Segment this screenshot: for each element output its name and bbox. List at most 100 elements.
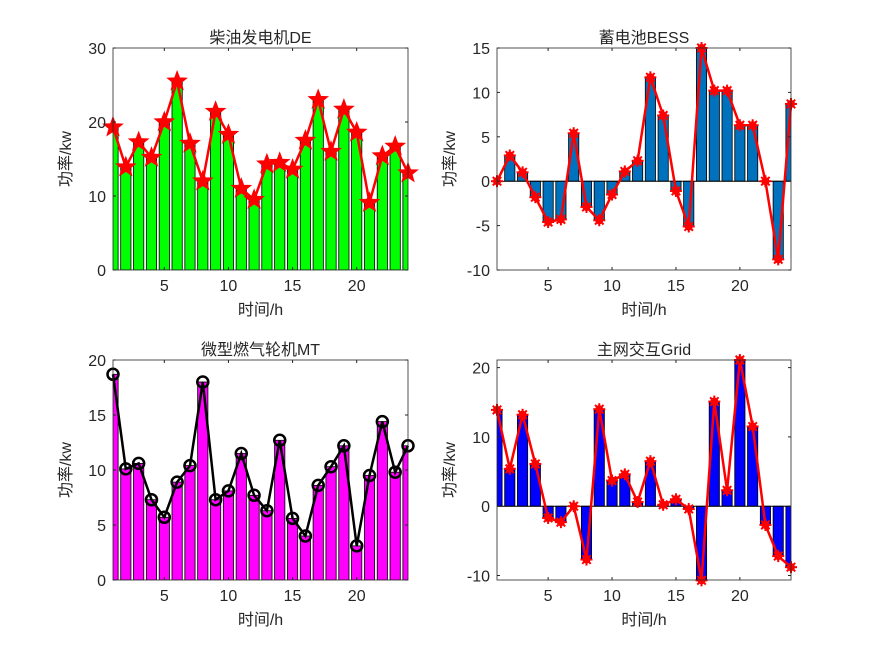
circle-marker [349,539,364,553]
circle-marker [375,414,390,429]
circle-marker [144,492,159,507]
bar [734,124,746,182]
asterisk-marker [529,191,542,204]
asterisk-stroke [773,551,784,562]
asterisk-marker [542,216,555,229]
x-axis-label: 时间/h [621,301,666,319]
x-tick-label: 15 [284,278,302,295]
star-marker [191,169,214,191]
asterisk-stroke [517,167,528,178]
asterisk-marker [682,502,695,515]
asterisk-marker [580,200,593,213]
asterisk-stroke [658,110,669,121]
x-axis-label: 时间/h [621,611,666,629]
bar [184,465,196,580]
bar [248,494,260,580]
x-tick-label: 5 [544,278,553,295]
asterisk-marker [606,188,619,201]
asterisk-marker [746,420,759,433]
bar [158,516,170,580]
bar [171,80,183,270]
bar [363,202,376,270]
asterisk-marker [772,253,785,266]
y-tick-label: 10 [88,189,106,206]
circle-marker [337,439,351,453]
asterisk-stroke [555,214,566,225]
bar [248,199,260,270]
asterisk-stroke [760,519,771,530]
asterisk-stroke [671,494,681,505]
x-tick-label: 15 [667,588,685,605]
bar [785,505,791,568]
y-tick-label: 20 [88,115,106,132]
bar [261,163,273,270]
asterisk-marker [554,516,567,529]
asterisk-marker [631,496,644,509]
y-tick-label: 30 [88,41,106,58]
asterisk-marker [644,455,657,468]
asterisk-stroke [568,501,579,512]
star-marker [230,177,253,198]
star-marker [166,69,188,91]
circle-marker [247,488,261,503]
bar [287,518,299,580]
asterisk-stroke [594,215,605,226]
asterisk-marker [721,84,734,97]
circle-marker [157,510,172,525]
series-line [495,47,793,260]
asterisk-marker [721,484,734,497]
asterisk-stroke [530,458,541,469]
asterisk-marker [529,457,542,470]
asterisk-marker [618,468,631,481]
asterisk-marker [593,214,606,227]
asterisk-stroke [683,504,694,514]
star-marker [333,97,355,119]
asterisk-stroke [658,499,669,510]
asterisk-stroke [607,475,617,486]
x-tick-label: 20 [348,588,366,605]
asterisk-marker [606,474,619,487]
star-marker [320,140,342,161]
asterisk-stroke [709,396,720,407]
y-tick-label: 10 [472,430,490,447]
bar [389,146,401,270]
bar [529,463,541,507]
x-tick-label: 15 [284,588,302,605]
subplot-title: 主网交互Grid [597,341,691,359]
axes-box [112,359,409,581]
y-tick-label: -10 [467,568,490,585]
bar [708,90,720,182]
asterisk-stroke [607,189,617,200]
asterisk-marker [503,149,516,162]
asterisk-marker [580,553,593,566]
circle-marker [183,458,197,473]
subplot-title: 微型燃气轮机MT [201,341,320,359]
x-tick-label: 20 [731,278,749,295]
y-tick-label: 0 [481,499,490,516]
x-axis-label: 时间/h [238,611,283,629]
bar [402,172,408,270]
asterisk-stroke [734,120,745,131]
bar [402,445,408,580]
star-marker [217,123,240,144]
circle-marker [260,503,274,518]
circle-marker [221,484,236,498]
asterisk-stroke [722,85,733,96]
asterisk-marker [516,408,529,421]
axes-box [496,47,792,271]
y-axis-label: 功率/kw [441,442,459,498]
y-tick-label: 15 [472,41,490,58]
y-tick-label: 0 [97,263,106,280]
circle-marker [234,446,249,461]
y-tick-label: 10 [88,463,106,480]
asterisk-stroke [747,421,758,432]
bar [299,140,311,270]
circle-marker [311,478,325,493]
asterisk-stroke [543,217,554,227]
x-tick-label: 5 [160,588,169,605]
asterisk-marker [669,493,682,506]
asterisk-stroke [543,513,554,523]
circle-marker [285,511,300,526]
circle-marker [208,492,223,507]
